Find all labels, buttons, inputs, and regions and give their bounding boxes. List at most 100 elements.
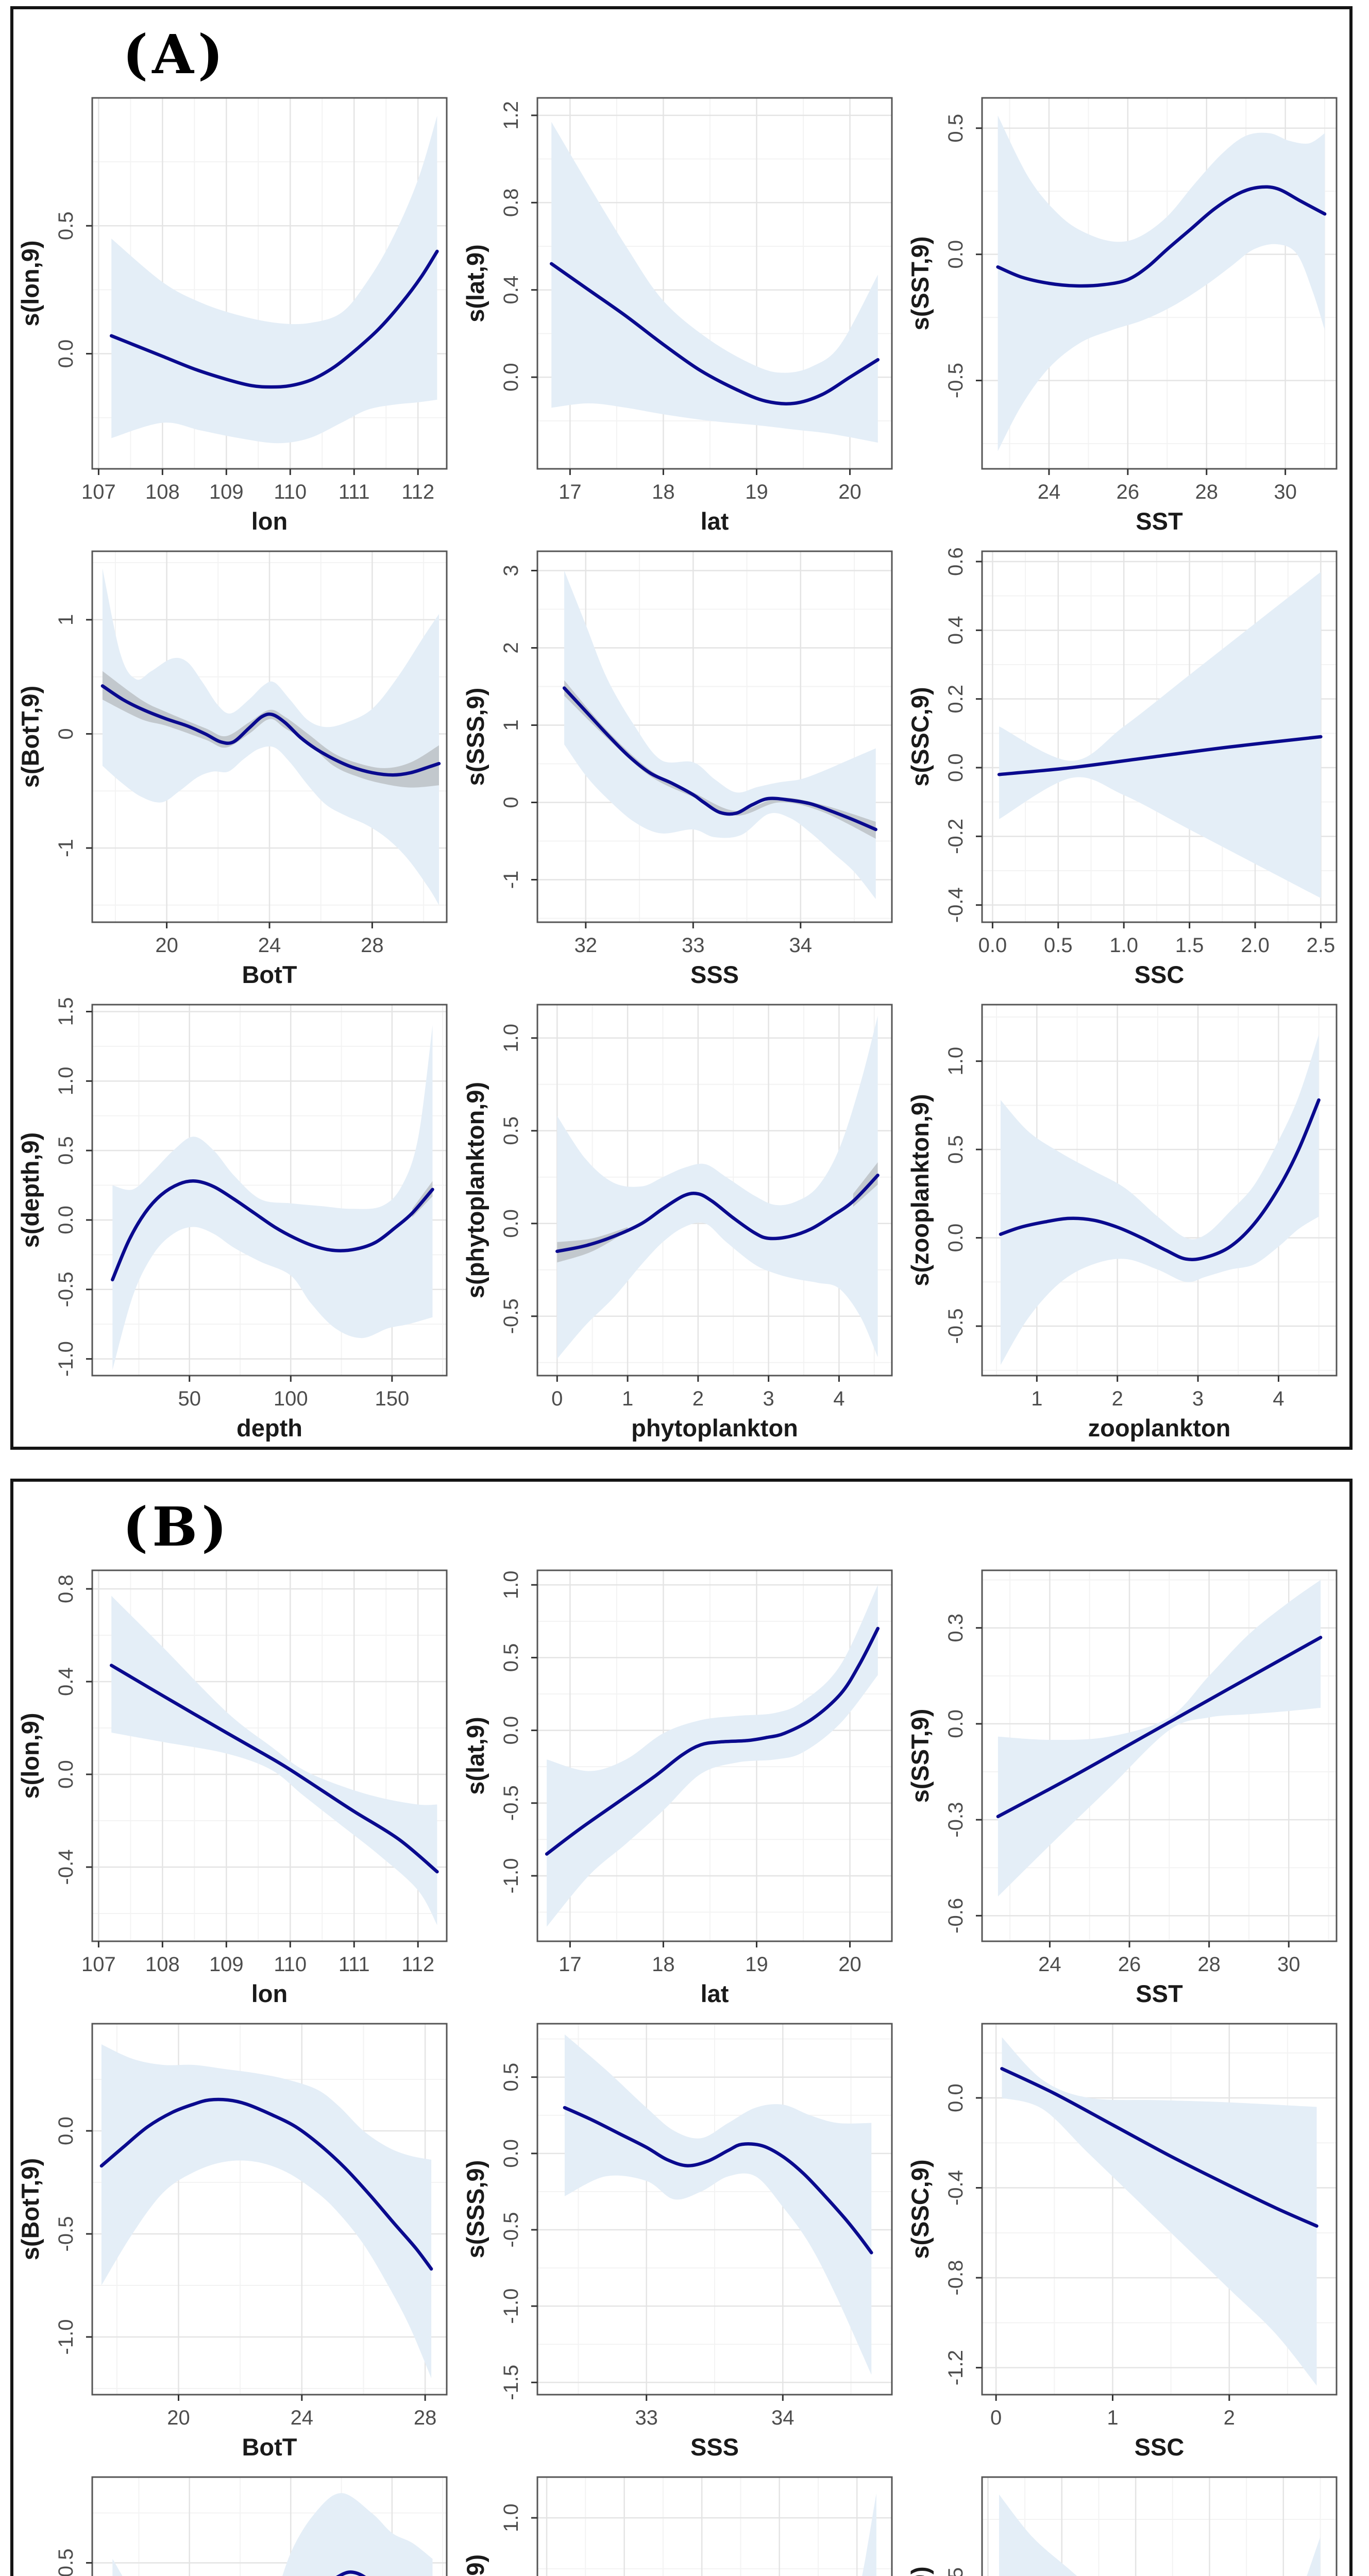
- confidence-band: [998, 1580, 1321, 1897]
- confidence-band: [564, 2034, 871, 2375]
- y-tick-label: -0.2: [944, 819, 967, 854]
- x-tick-label: 19: [745, 481, 768, 503]
- y-tick-label: 1.2: [500, 101, 522, 130]
- confidence-band: [1000, 1035, 1319, 1365]
- y-tick-label: 1.0: [500, 2503, 522, 2532]
- y-tick-label: 0.5: [944, 114, 967, 143]
- confidence-band: [999, 2494, 1321, 2576]
- gam-plot-A-SSS: 32 33 34 -1 0 1 2 3 SSS s(SSS,9): [462, 550, 892, 988]
- x-tick-label: 150: [375, 1387, 410, 1410]
- x-axis-title: SSS: [690, 2433, 738, 2461]
- x-tick-label: 34: [771, 2406, 795, 2429]
- y-tick-label: 0.5: [944, 1135, 967, 1164]
- x-tick-label: 2: [1223, 2406, 1235, 2429]
- y-tick-label: -0.5: [944, 1309, 967, 1344]
- gam-plot-B-SST: 24 26 28 30 -0.6 -0.3 0.0 0.3 SST s(SST,9): [906, 1569, 1338, 2007]
- x-tick-label: 108: [145, 1953, 180, 1976]
- y-axis-title: s(BotT,9): [16, 686, 44, 788]
- x-tick-label: 112: [402, 481, 435, 503]
- y-tick-label: 0.0: [944, 240, 967, 269]
- y-tick-label: 1: [500, 719, 522, 731]
- x-tick-label: 33: [682, 934, 705, 957]
- x-axis-title: SSC: [1134, 961, 1184, 988]
- confidence-band: [861, 2493, 876, 2576]
- y-tick-label: 0.0: [55, 1760, 77, 1789]
- x-tick-label: 109: [209, 481, 244, 503]
- smooth-curve: [999, 1098, 1321, 1261]
- y-tick-label: -0.5: [944, 363, 967, 398]
- x-tick-label: 2: [1111, 1387, 1123, 1410]
- y-tick-label: 0.5: [500, 1116, 522, 1145]
- confidence-band: [556, 1015, 878, 1359]
- panel-a-label: (A): [123, 23, 228, 86]
- confidence-band: [103, 568, 440, 905]
- x-axis-title: SSC: [1134, 2433, 1184, 2461]
- confidence-band: [112, 2493, 433, 2576]
- x-tick-label: 33: [635, 2406, 658, 2429]
- confidence-band: [998, 115, 1325, 451]
- gam-plot-A-SST: 24 26 28 30 -0.5 0.0 0.5 SST s(SST,9): [906, 97, 1338, 535]
- y-axis-title: s(SST,9): [906, 236, 934, 331]
- x-tick-label: 100: [274, 1387, 308, 1410]
- x-tick-label: 26: [1116, 481, 1139, 503]
- y-tick-label: -0.5: [55, 1272, 77, 1307]
- confidence-band: [1002, 2037, 1317, 2386]
- x-tick-label: 24: [1037, 481, 1060, 503]
- x-tick-label: 30: [1277, 1953, 1300, 1976]
- x-axis-title: zooplankton: [1088, 1414, 1230, 1442]
- y-tick-label: -0.5: [500, 1298, 522, 1334]
- y-tick-label: 0.0: [55, 1206, 77, 1234]
- x-tick-label: 1.5: [1175, 934, 1204, 957]
- y-axis-title: s(phytoplankton,9): [462, 2554, 489, 2576]
- y-tick-label: -0.4: [944, 2170, 967, 2206]
- x-tick-label: 26: [1118, 1953, 1141, 1976]
- y-tick-label: 0.5: [55, 1136, 77, 1165]
- panel-b-plots-grid: 107 108 109 110 111 112 -0.4 0.0 0.4 0.8 lon s(lon,…: [13, 1559, 1349, 2576]
- x-tick-label: 24: [258, 934, 281, 957]
- x-tick-label: 3: [1192, 1387, 1204, 1410]
- y-tick-label: 0.0: [944, 753, 967, 782]
- gam-plot-B-SSC: 0 1 2 -1.2 -0.8 -0.4 0.0 SSC s(SSC,9): [906, 2023, 1338, 2461]
- x-tick-label: 2.5: [1306, 934, 1335, 957]
- x-axis-title: lon: [251, 1980, 288, 2007]
- y-axis-title: s(SSC,9): [906, 2159, 934, 2259]
- smooth-curve: [111, 1179, 434, 1282]
- gam-plot-A-depth: 50 100 150 -1.0 -0.5 0.0 0.5 1.0 1.5 depth s(depth…: [16, 997, 448, 1442]
- y-tick-label: -0.5: [55, 2216, 77, 2252]
- x-tick-label: 20: [838, 1953, 861, 1976]
- y-tick-label: 0.2: [944, 685, 967, 714]
- y-tick-label: -0.4: [944, 887, 967, 923]
- y-axis-title: s(phytoplankton,9): [462, 1082, 489, 1298]
- y-tick-label: 0.0: [55, 340, 77, 368]
- gam-plot-A-zooplankton: 1 2 3 4 -0.5 0.0 0.5 1.0 zooplankton s(zooplankto…: [906, 1004, 1338, 1442]
- y-tick-label: 0.8: [55, 1574, 77, 1603]
- smooth-curve: [1000, 2067, 1319, 2228]
- x-tick-label: 109: [209, 1953, 244, 1976]
- y-tick-label: 0.0: [944, 1224, 967, 1252]
- x-axis-title: BotT: [242, 961, 297, 988]
- y-tick-label: 0.4: [500, 276, 522, 304]
- y-tick-label: -1: [500, 871, 522, 889]
- gam-plot-A-lon: 107 108 109 110 111 112 0.0 0.5 lon s(lon,9): [16, 97, 448, 535]
- y-tick-label: 0.4: [944, 616, 967, 645]
- x-tick-label: 1: [1107, 2406, 1118, 2429]
- y-tick-label: 0.0: [500, 363, 522, 392]
- figure-page: (A) 107 108 109 110 111 112 0.0 0.5 lon s(lon,9) 1…: [0, 6, 1369, 2576]
- x-tick-label: 110: [274, 1953, 307, 1976]
- y-tick-label: 0.0: [500, 1716, 522, 1745]
- y-axis-title: s(lat,9): [462, 1717, 489, 1795]
- x-tick-label: 20: [838, 481, 861, 503]
- confidence-band: [103, 671, 440, 788]
- x-tick-label: 3: [763, 1387, 774, 1410]
- y-tick-label: 1.0: [500, 1570, 522, 1599]
- gam-plot-B-SSS: 33 34 -1.5 -1.0 -0.5 0.0 0.5 SSS s(SSS,9): [462, 2023, 892, 2461]
- x-axis-title: phytoplankton: [631, 1414, 798, 1442]
- gam-plot-A-phytoplankton: 0 1 2 3 4 -0.5 0.0 0.5 1.0 phytoplankton s(phytopl…: [462, 1004, 892, 1442]
- x-tick-label: 111: [339, 1953, 370, 1976]
- y-tick-label: -1.5: [500, 2365, 522, 2400]
- confidence-band: [112, 1025, 433, 1370]
- x-tick-label: 0: [990, 2406, 1002, 2429]
- confidence-band: [102, 2044, 432, 2378]
- panel-b-label: (B): [123, 1495, 231, 1558]
